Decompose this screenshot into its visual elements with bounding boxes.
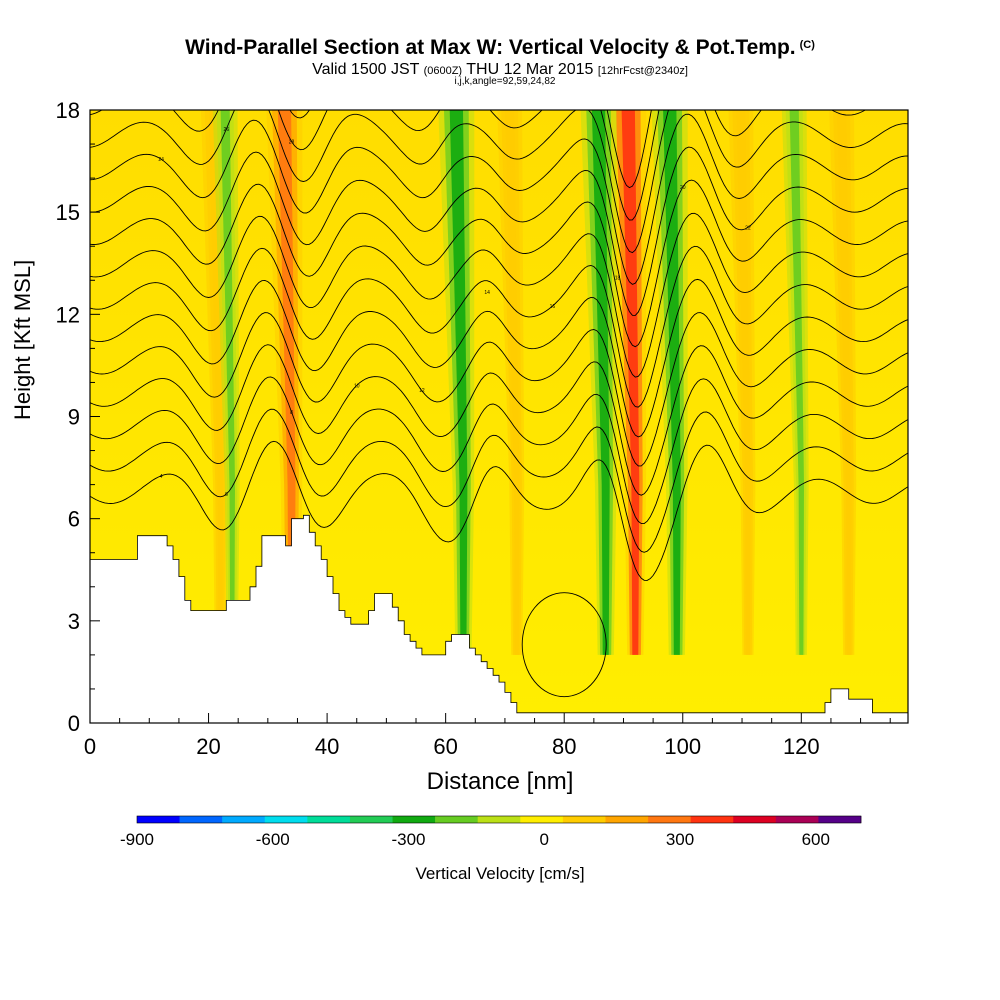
isentrope-label: 28 <box>289 139 295 145</box>
isentrope-label: 24 <box>158 157 164 163</box>
chart-subtitle: Valid 1500 JST (0600Z) THU 12 Mar 2015 [… <box>312 61 688 78</box>
colorbar-swatch <box>562 816 606 823</box>
colorbar-swatch <box>775 816 819 823</box>
y-tick-label: 0 <box>68 711 80 736</box>
colorbar-swatch <box>690 816 734 823</box>
isentrope-label: 12 <box>419 388 425 394</box>
downdraft-band <box>212 110 240 655</box>
isentropes: 4 6 8 10 12 14 16 18 20 22 24 26 28 30 <box>90 47 908 581</box>
low-level-contour <box>521 592 607 698</box>
terrain <box>90 514 908 723</box>
x-tick-label: 80 <box>552 734 576 759</box>
x-tick-label: 100 <box>664 734 701 759</box>
y-tick-label: 12 <box>56 302 80 327</box>
colorbar-swatch <box>435 816 479 823</box>
chart-title: Wind-Parallel Section at Max W: Vertical… <box>185 36 815 59</box>
x-tick-label: 20 <box>196 734 220 759</box>
colorbar-label: Vertical Velocity [cm/s] <box>415 864 585 883</box>
updraft-band <box>829 110 857 655</box>
colorbar: -900 -600 -300 0 300 600 <box>120 815 862 849</box>
isentrope-line <box>90 146 908 316</box>
y-tick-label: 9 <box>68 405 80 430</box>
colorbar-swatch <box>818 816 862 823</box>
colorbar-swatch <box>605 816 649 823</box>
y-tick-label: 15 <box>56 200 80 225</box>
colorbar-swatch <box>137 816 180 823</box>
downdraft-band <box>438 110 475 655</box>
isentrope-line <box>90 110 867 221</box>
colorbar-swatch <box>733 816 777 823</box>
isentrope-label: 20 <box>680 185 686 191</box>
isentrope-line <box>90 312 908 467</box>
colorbar-tick-label: -900 <box>120 830 154 849</box>
isentrope-label: 6 <box>225 492 228 498</box>
isentrope-label: 22 <box>745 225 751 231</box>
axes: 0 20 40 60 80 100 120 0 3 6 9 12 15 18 <box>56 98 891 759</box>
y-tick-label: 6 <box>68 507 80 532</box>
isentrope-line <box>90 113 908 285</box>
y-axis-label: Height [Kft MSL] <box>10 259 35 420</box>
isentrope-line <box>90 344 908 496</box>
x-tick-label: 120 <box>783 734 820 759</box>
isentrope-line <box>90 376 908 525</box>
x-axis-label: Distance [nm] <box>426 768 574 795</box>
copyright-mark: (C) <box>799 39 815 51</box>
colorbar-swatch <box>520 816 564 823</box>
isentrope-label: 10 <box>354 383 360 389</box>
colorbar-frame <box>136 815 862 824</box>
isentrope-label: 4 <box>160 474 163 480</box>
isentrope-line <box>90 179 908 348</box>
y-tick-label: 18 <box>56 98 80 123</box>
grid-indices: i,j,k,angle=92,59,24,82 <box>454 76 556 87</box>
x-tick-label: 0 <box>84 734 96 759</box>
isentrope-label: 30 <box>354 47 360 53</box>
colorbar-tick-label: 0 <box>540 830 549 849</box>
colorbar-tick-label: -600 <box>256 830 290 849</box>
plot-area: 4 6 8 10 12 14 16 18 20 22 24 26 28 30 <box>90 47 908 723</box>
x-tick-label: 60 <box>433 734 457 759</box>
colorbar-swatch <box>179 816 223 823</box>
colorbar-swatch <box>392 816 436 823</box>
isentrope-line <box>90 408 908 553</box>
colorbar-swatch <box>349 816 393 823</box>
downdraft-band <box>781 110 809 655</box>
updraft-band <box>497 110 525 655</box>
colorbar-swatch <box>222 816 266 823</box>
isentrope-line <box>90 278 908 438</box>
isentrope-label: 16 <box>550 304 556 310</box>
colorbar-tick-label: 600 <box>802 830 830 849</box>
isentrope-label: 18 <box>615 276 621 282</box>
colorbar-swatch <box>307 816 351 823</box>
isentrope-line <box>90 245 908 408</box>
isentrope-label: 14 <box>484 290 490 296</box>
isentrope-label: 8 <box>290 410 293 416</box>
y-tick-label: 3 <box>68 609 80 634</box>
isentrope-line <box>90 440 908 581</box>
isentrope-label: 26 <box>224 127 230 133</box>
x-tick-label: 40 <box>315 734 339 759</box>
colorbar-swatch <box>477 816 521 823</box>
colorbar-tick-label: 300 <box>666 830 694 849</box>
colorbar-swatch <box>648 816 691 823</box>
isentrope-line <box>90 212 908 378</box>
colorbar-tick-label: -300 <box>391 830 425 849</box>
isentrope-line <box>90 110 908 254</box>
colorbar-swatch <box>264 816 308 823</box>
